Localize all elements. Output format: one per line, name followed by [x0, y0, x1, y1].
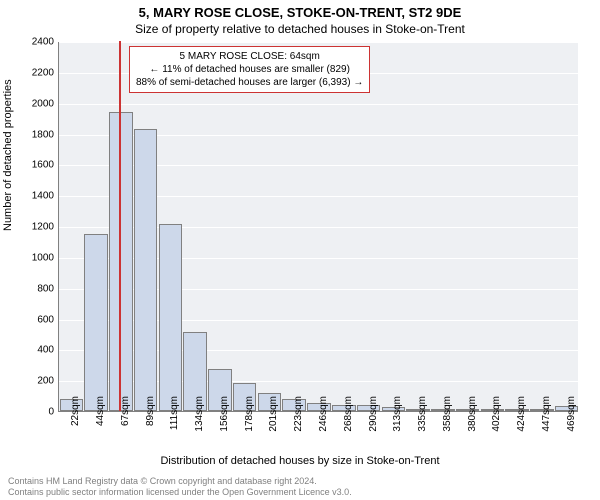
- y-tick-label: 1200: [14, 222, 54, 233]
- x-tick-label: 447sqm: [541, 396, 552, 436]
- gridline: [59, 104, 578, 105]
- footer-line1: Contains HM Land Registry data © Crown c…: [8, 476, 592, 487]
- x-tick-label: 22sqm: [70, 396, 81, 436]
- x-tick-label: 290sqm: [368, 396, 379, 436]
- y-tick-label: 1600: [14, 160, 54, 171]
- x-axis-label: Distribution of detached houses by size …: [0, 455, 600, 467]
- x-tick-label: 268sqm: [343, 396, 354, 436]
- y-tick-label: 1800: [14, 129, 54, 140]
- histogram-bar: [159, 224, 183, 411]
- y-tick-label: 200: [14, 376, 54, 387]
- histogram-bar: [84, 234, 108, 411]
- x-tick-label: 67sqm: [120, 396, 131, 436]
- highlight-marker-line: [119, 41, 121, 411]
- y-tick-label: 400: [14, 345, 54, 356]
- y-tick-label: 0: [14, 407, 54, 418]
- x-tick-label: 89sqm: [145, 396, 156, 436]
- gridline: [59, 42, 578, 43]
- y-tick-label: 2400: [14, 37, 54, 48]
- histogram-bar: [109, 112, 133, 411]
- x-tick-label: 223sqm: [293, 396, 304, 436]
- annotation-line2: ← 11% of detached houses are smaller (82…: [136, 63, 363, 76]
- plot-area: 5 MARY ROSE CLOSE: 64sqm← 11% of detache…: [58, 42, 578, 412]
- x-tick-label: 402sqm: [491, 396, 502, 436]
- y-tick-label: 2200: [14, 67, 54, 78]
- x-tick-label: 246sqm: [318, 396, 329, 436]
- y-tick-label: 1000: [14, 252, 54, 263]
- histogram-bar: [134, 129, 158, 411]
- footer-line2: Contains public sector information licen…: [8, 487, 592, 498]
- chart-title-sub: Size of property relative to detached ho…: [0, 20, 600, 36]
- x-tick-label: 313sqm: [392, 396, 403, 436]
- y-tick-label: 2000: [14, 98, 54, 109]
- y-axis-label: Number of detached properties: [2, 79, 14, 231]
- x-tick-label: 424sqm: [516, 396, 527, 436]
- x-tick-label: 156sqm: [219, 396, 230, 436]
- x-tick-label: 380sqm: [467, 396, 478, 436]
- annotation-line1: 5 MARY ROSE CLOSE: 64sqm: [136, 50, 363, 63]
- annotation-line3: 88% of semi-detached houses are larger (…: [136, 76, 363, 89]
- chart-container: 5, MARY ROSE CLOSE, STOKE-ON-TRENT, ST2 …: [0, 0, 600, 500]
- x-tick-label: 358sqm: [442, 396, 453, 436]
- y-tick-label: 800: [14, 283, 54, 294]
- x-tick-label: 44sqm: [95, 396, 106, 436]
- annotation-box: 5 MARY ROSE CLOSE: 64sqm← 11% of detache…: [129, 46, 370, 93]
- footer-attribution: Contains HM Land Registry data © Crown c…: [8, 476, 592, 498]
- x-tick-label: 201sqm: [268, 396, 279, 436]
- y-tick-label: 600: [14, 314, 54, 325]
- x-tick-label: 469sqm: [566, 396, 577, 436]
- chart-title-main: 5, MARY ROSE CLOSE, STOKE-ON-TRENT, ST2 …: [0, 0, 600, 20]
- x-tick-label: 335sqm: [417, 396, 428, 436]
- y-tick-label: 1400: [14, 191, 54, 202]
- x-tick-label: 134sqm: [194, 396, 205, 436]
- x-tick-label: 178sqm: [244, 396, 255, 436]
- x-tick-label: 111sqm: [169, 396, 180, 436]
